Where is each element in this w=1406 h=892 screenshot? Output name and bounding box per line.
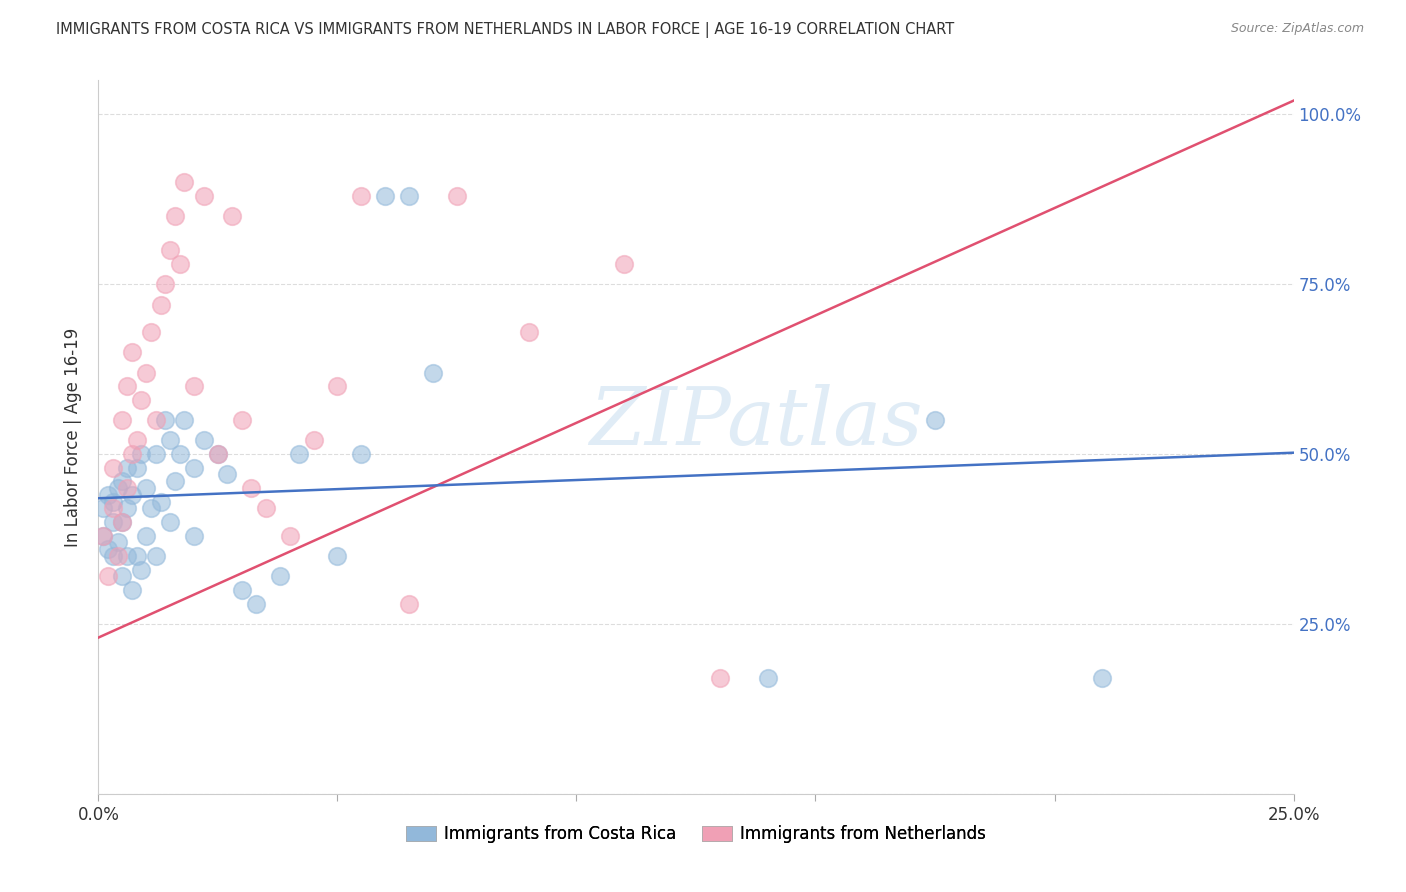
Point [107,535,129,549]
Point [101,515,124,529]
Text: IMMIGRANTS FROM COSTA RICA VS IMMIGRANTS FROM NETHERLANDS IN LABOR FORCE | AGE 1: IMMIGRANTS FROM COSTA RICA VS IMMIGRANTS… [56,22,955,38]
Point [163,209,186,223]
Point [278,528,301,542]
Point [135,528,157,542]
Point [135,481,157,495]
Point [131,447,153,461]
Point [115,460,138,475]
Point [183,379,205,393]
Point [145,447,167,461]
Point [183,460,205,475]
Point [231,582,253,597]
Point [207,447,229,461]
Point [115,549,138,563]
Point [111,413,134,427]
Point [135,366,157,380]
Point [155,277,177,292]
Legend: Immigrants from Costa Rica, Immigrants from Netherlands: Immigrants from Costa Rica, Immigrants f… [399,819,993,850]
Point [159,243,181,257]
Text: ZIPatlas: ZIPatlas [589,384,922,461]
Point [91,528,114,542]
Point [121,345,143,359]
Text: Source: ZipAtlas.com: Source: ZipAtlas.com [1230,22,1364,36]
Point [159,515,181,529]
Point [326,379,349,393]
Point [221,209,243,223]
Point [163,475,186,489]
Point [115,379,138,393]
Point [924,413,946,427]
Point [183,528,205,542]
Point [173,175,195,189]
Point [115,481,138,495]
Point [517,325,540,339]
Point [169,447,191,461]
Point [111,515,134,529]
Point [217,467,239,482]
Point [107,549,129,563]
Point [350,189,373,203]
Point [326,549,349,563]
Point [422,366,444,380]
Point [302,434,325,448]
Point [91,501,114,516]
Point [756,671,779,685]
Point [709,671,731,685]
Point [101,460,124,475]
Point [288,447,311,461]
Point [245,597,267,611]
Point [155,413,177,427]
Y-axis label: In Labor Force | Age 16-19: In Labor Force | Age 16-19 [65,327,83,547]
Point [269,569,291,583]
Point [207,447,229,461]
Point [131,563,153,577]
Point [125,549,148,563]
Point [193,434,215,448]
Point [139,325,162,339]
Point [145,413,167,427]
Point [374,189,396,203]
Point [398,189,420,203]
Point [115,501,138,516]
Point [159,434,181,448]
Point [398,597,420,611]
Point [97,542,120,557]
Point [111,569,134,583]
Point [125,434,148,448]
Point [101,501,124,516]
Point [107,481,129,495]
Point [97,569,120,583]
Point [1091,671,1114,685]
Point [97,488,120,502]
Point [145,549,167,563]
Point [101,549,124,563]
Point [169,257,191,271]
Point [121,447,143,461]
Point [231,413,253,427]
Point [131,392,153,407]
Point [91,528,114,542]
Point [350,447,373,461]
Point [149,494,172,508]
Point [139,501,162,516]
Point [121,488,143,502]
Point [193,189,215,203]
Point [149,297,172,311]
Point [111,515,134,529]
Point [613,257,636,271]
Point [101,494,124,508]
Point [121,582,143,597]
Point [446,189,468,203]
Point [111,475,134,489]
Point [125,460,148,475]
Point [240,481,263,495]
Point [254,501,277,516]
Point [173,413,195,427]
